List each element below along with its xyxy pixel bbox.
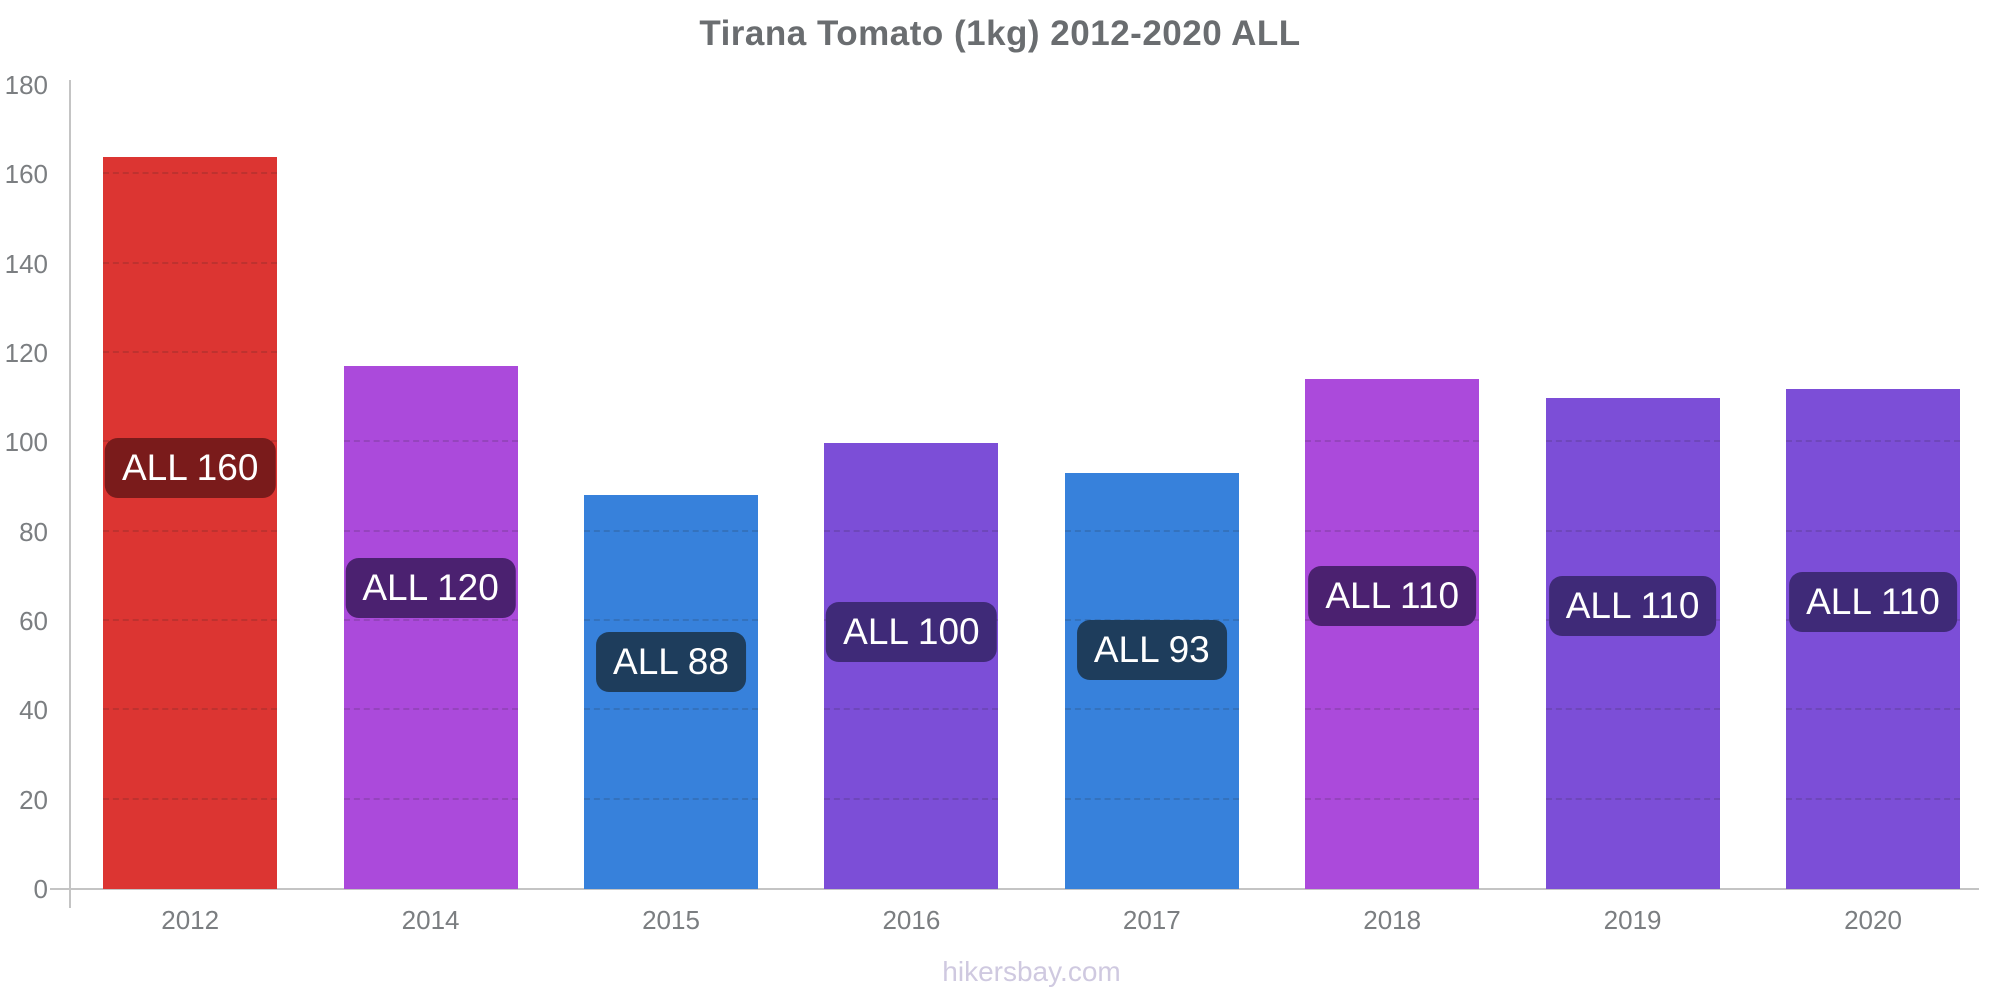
gridline-40 xyxy=(1305,708,1480,711)
gridline-40 xyxy=(1064,708,1239,711)
gridline-80 xyxy=(584,529,758,532)
bar-value-badge-2014: ALL 120 xyxy=(345,558,516,618)
bar-2019[interactable]: ALL 110 xyxy=(1545,397,1720,889)
gridline-80 xyxy=(1786,529,1960,532)
bar-value-badge-2016: ALL 100 xyxy=(826,602,997,663)
gridline-40 xyxy=(1545,708,1720,711)
gridline-40 xyxy=(1786,708,1960,711)
gridline-60 xyxy=(343,619,518,622)
x-axis-line xyxy=(50,888,1979,890)
gridline-80 xyxy=(1064,529,1239,532)
chart-title: Tirana Tomato (1kg) 2012-2020 ALL xyxy=(699,14,1301,53)
gridline-20 xyxy=(1545,797,1720,800)
gridline-20 xyxy=(343,797,518,800)
gridline-20 xyxy=(1786,797,1960,800)
bar-2016[interactable]: ALL 100 xyxy=(824,442,999,889)
gridline-120 xyxy=(103,351,278,354)
x-tick-label-2020: 2020 xyxy=(1844,905,1902,935)
watermark: hikersbay.com xyxy=(942,956,1121,987)
y-tick-label-20: 20 xyxy=(19,784,48,815)
x-tick-label-2014: 2014 xyxy=(401,905,460,935)
gridline-160 xyxy=(103,172,278,175)
y-tick-label-40: 40 xyxy=(19,695,48,726)
x-tick-label-2017: 2017 xyxy=(1122,905,1181,935)
bar-2017[interactable]: ALL 93 xyxy=(1064,473,1239,889)
bar-value-badge-2020: ALL 110 xyxy=(1789,571,1957,632)
bar-2020[interactable]: ALL 110 xyxy=(1786,389,1960,889)
gridline-100 xyxy=(1305,440,1480,443)
y-axis-line xyxy=(69,80,71,908)
bar-value-badge-2012: ALL 160 xyxy=(104,438,276,499)
bar-value-badge-2019: ALL 110 xyxy=(1548,576,1717,637)
y-tick-label-60: 60 xyxy=(19,606,48,636)
gridline-20 xyxy=(1064,797,1239,800)
bar-2012[interactable]: ALL 160 xyxy=(103,157,278,889)
gridline-20 xyxy=(103,797,278,800)
bar-2014[interactable]: ALL 120 xyxy=(343,365,518,889)
y-tick-label-100: 100 xyxy=(4,427,48,458)
gridline-40 xyxy=(824,708,999,711)
gridline-140 xyxy=(103,261,278,264)
gridline-20 xyxy=(1305,797,1480,800)
gridline-100 xyxy=(1545,440,1720,443)
x-tick-label-2018: 2018 xyxy=(1363,905,1422,935)
gridline-40 xyxy=(103,708,278,711)
gridline-80 xyxy=(1305,529,1480,532)
gridline-20 xyxy=(584,797,758,800)
x-tick-label-2012: 2012 xyxy=(161,905,220,935)
gridline-80 xyxy=(103,529,278,532)
gridline-40 xyxy=(584,708,758,711)
y-tick-label-0: 0 xyxy=(33,874,48,904)
gridline-60 xyxy=(584,619,758,622)
y-tick-label-140: 140 xyxy=(4,248,48,279)
gridline-60 xyxy=(103,619,278,622)
y-tick-label-80: 80 xyxy=(19,516,48,547)
gridline-80 xyxy=(824,529,999,532)
bar-2018[interactable]: ALL 110 xyxy=(1305,378,1480,889)
gridline-80 xyxy=(1545,529,1720,532)
gridline-40 xyxy=(343,708,518,711)
y-tick-label-160: 160 xyxy=(4,159,48,190)
y-tick-label-180: 180 xyxy=(4,70,48,101)
bar-value-badge-2017: ALL 93 xyxy=(1076,619,1227,680)
y-tick-label-120: 120 xyxy=(4,338,48,369)
gridline-80 xyxy=(343,529,518,532)
gridline-100 xyxy=(1786,440,1960,443)
gridline-100 xyxy=(343,440,518,443)
bar-2015[interactable]: ALL 88 xyxy=(584,494,758,889)
x-axis-zero-tick xyxy=(50,888,70,890)
bar-value-badge-2015: ALL 88 xyxy=(596,632,746,693)
gridline-20 xyxy=(824,797,999,800)
x-tick-label-2015: 2015 xyxy=(642,905,700,935)
bar-value-badge-2018: ALL 110 xyxy=(1308,565,1477,626)
x-tick-label-2016: 2016 xyxy=(882,905,941,935)
x-tick-label-2019: 2019 xyxy=(1603,905,1662,935)
